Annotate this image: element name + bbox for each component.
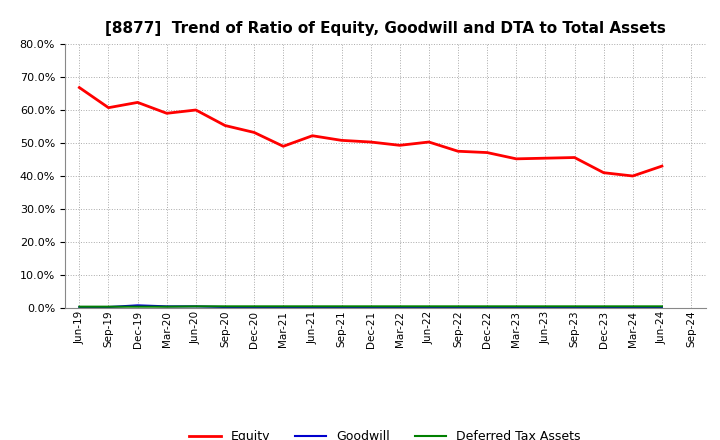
Deferred Tax Assets	[192, 304, 200, 309]
Goodwill	[570, 304, 579, 310]
Deferred Tax Assets	[657, 304, 666, 309]
Line: Equity: Equity	[79, 88, 662, 176]
Deferred Tax Assets	[454, 304, 462, 309]
Equity	[512, 156, 521, 161]
Equity	[541, 155, 550, 161]
Deferred Tax Assets	[279, 304, 287, 309]
Goodwill	[454, 304, 462, 310]
Goodwill	[192, 304, 200, 309]
Goodwill	[104, 304, 113, 310]
Deferred Tax Assets	[163, 304, 171, 309]
Equity	[337, 138, 346, 143]
Deferred Tax Assets	[483, 304, 492, 309]
Goodwill	[337, 304, 346, 310]
Goodwill	[657, 304, 666, 310]
Equity	[483, 150, 492, 155]
Goodwill	[483, 304, 492, 310]
Goodwill	[163, 304, 171, 309]
Deferred Tax Assets	[395, 304, 404, 309]
Equity	[629, 173, 637, 179]
Equity	[425, 139, 433, 145]
Equity	[395, 143, 404, 148]
Goodwill	[395, 304, 404, 310]
Deferred Tax Assets	[541, 304, 550, 309]
Equity	[133, 100, 142, 105]
Equity	[250, 130, 258, 135]
Equity	[192, 107, 200, 113]
Equity	[599, 170, 608, 175]
Equity	[75, 85, 84, 90]
Goodwill	[133, 303, 142, 308]
Equity	[657, 163, 666, 169]
Deferred Tax Assets	[220, 304, 229, 309]
Equity	[104, 105, 113, 110]
Equity	[220, 123, 229, 128]
Deferred Tax Assets	[366, 304, 375, 309]
Goodwill	[279, 304, 287, 310]
Goodwill	[366, 304, 375, 310]
Deferred Tax Assets	[250, 304, 258, 309]
Goodwill	[308, 304, 317, 310]
Legend: Equity, Goodwill, Deferred Tax Assets: Equity, Goodwill, Deferred Tax Assets	[184, 425, 586, 440]
Equity	[570, 155, 579, 160]
Deferred Tax Assets	[570, 304, 579, 309]
Equity	[454, 149, 462, 154]
Deferred Tax Assets	[512, 304, 521, 309]
Deferred Tax Assets	[599, 304, 608, 309]
Goodwill	[75, 304, 84, 310]
Goodwill	[220, 304, 229, 310]
Deferred Tax Assets	[308, 304, 317, 309]
Goodwill	[425, 304, 433, 310]
Goodwill	[599, 304, 608, 310]
Equity	[163, 110, 171, 116]
Goodwill	[512, 304, 521, 310]
Deferred Tax Assets	[75, 304, 84, 309]
Equity	[308, 133, 317, 138]
Line: Goodwill: Goodwill	[79, 305, 662, 307]
Deferred Tax Assets	[104, 304, 113, 309]
Goodwill	[541, 304, 550, 310]
Equity	[279, 143, 287, 149]
Goodwill	[629, 304, 637, 310]
Deferred Tax Assets	[629, 304, 637, 309]
Goodwill	[250, 304, 258, 310]
Deferred Tax Assets	[133, 304, 142, 309]
Title: [8877]  Trend of Ratio of Equity, Goodwill and DTA to Total Assets: [8877] Trend of Ratio of Equity, Goodwil…	[105, 21, 665, 36]
Equity	[366, 139, 375, 145]
Deferred Tax Assets	[337, 304, 346, 309]
Deferred Tax Assets	[425, 304, 433, 309]
